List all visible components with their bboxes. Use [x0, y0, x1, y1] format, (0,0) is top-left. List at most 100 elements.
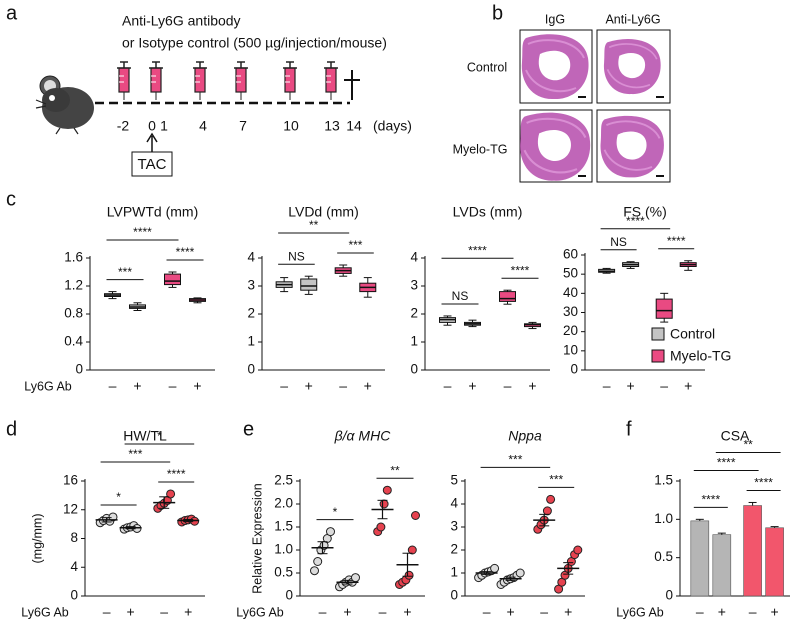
y-tick-label: 4	[70, 559, 78, 574]
data-point	[326, 527, 335, 537]
day-label: -2	[117, 118, 130, 134]
histology-images	[519, 29, 671, 183]
significance-label: ***	[508, 453, 522, 467]
x-tick-label: –	[160, 604, 168, 620]
box	[655, 298, 673, 319]
box	[300, 278, 318, 291]
significance-label: *	[157, 429, 162, 443]
x-tick-label: +	[133, 378, 141, 394]
column-label: Anti-Ly6G	[605, 12, 660, 26]
row-label: Control	[467, 60, 507, 74]
x-tick-label: –	[280, 378, 288, 394]
y-tick-label: 0	[410, 362, 418, 377]
box	[164, 273, 181, 286]
significance-label: ****	[626, 214, 645, 228]
bar	[690, 520, 710, 597]
y-tick-label: 1.0	[654, 511, 673, 526]
significance-label: *	[116, 490, 121, 504]
day-label: 10	[283, 118, 299, 134]
y-tick-label: 1.2	[64, 278, 83, 293]
significance-label: **	[390, 463, 400, 477]
chart-title: FS (%)	[623, 204, 667, 220]
row-label: Myelo-TG	[453, 142, 508, 156]
panel-label: a	[6, 2, 18, 24]
x-tick-label: –	[379, 604, 387, 620]
chart-title: HW/TL	[123, 428, 167, 444]
significance-label: ***	[348, 238, 362, 252]
legend-label: Control	[670, 326, 715, 342]
y-tick-label: 10	[563, 342, 578, 357]
tac-box	[131, 151, 173, 177]
x-tick-label: +	[684, 378, 692, 394]
panel-label: c	[6, 188, 16, 210]
y-tick-label: 3	[410, 278, 418, 293]
x-tick-label: +	[627, 378, 635, 394]
legend-swatch	[651, 327, 665, 341]
x-axis-label: Ly6G Ab	[236, 605, 284, 619]
y-tick-label: 0	[247, 362, 255, 377]
treatment: Anti-Ly6G antibody	[122, 13, 241, 29]
significance-label: ****	[667, 234, 686, 248]
significance-label: ****	[176, 245, 195, 259]
y-tick-label: 2.0	[274, 496, 293, 511]
y-tick-label: 50	[563, 266, 578, 281]
bar	[712, 534, 732, 597]
x-tick-label: +	[403, 604, 411, 620]
y-tick-label: 1	[247, 334, 255, 349]
x-tick-label: –	[444, 378, 452, 394]
mouse-icon	[35, 75, 94, 135]
y-tick-label: 1	[450, 565, 458, 580]
significance-label: ****	[754, 476, 773, 490]
data-point	[313, 557, 323, 566]
y-tick-label: 0	[70, 588, 78, 603]
bar	[765, 527, 784, 597]
y-tick-label: 0	[285, 588, 293, 603]
y-tick-label: 0	[665, 588, 673, 603]
data-point	[573, 545, 583, 555]
x-tick-label: –	[540, 604, 548, 620]
significance-label: NS	[288, 249, 305, 263]
treatment: or Isotype control (500 µg/injection/mou…	[122, 35, 387, 51]
x-tick-label: +	[528, 378, 536, 394]
y-tick-label: 2	[247, 306, 255, 321]
data-point	[108, 512, 118, 522]
legend-label: Myelo-TG	[670, 348, 731, 364]
y-tick-label: 4	[247, 250, 255, 265]
chart-title: β/α MHC	[334, 428, 392, 444]
significance-label: NS	[452, 289, 469, 303]
panel-label: f	[626, 418, 632, 440]
days-unit: (days)	[373, 118, 412, 134]
significance-label: ****	[468, 243, 487, 257]
day-label: 4	[199, 118, 207, 134]
significance-label: NS	[610, 235, 627, 249]
x-tick-label: +	[507, 604, 515, 620]
y-tick-label: 0	[570, 362, 578, 377]
y-tick-label: 0.8	[64, 306, 83, 321]
y-tick-label: 4	[450, 496, 458, 511]
x-tick-label: –	[749, 604, 757, 620]
y-tick-label: 1.5	[654, 473, 673, 488]
data-point	[542, 506, 552, 516]
y-tick-label: 0	[75, 362, 83, 377]
y-tick-label: 16	[63, 473, 78, 488]
x-tick-label: +	[305, 378, 313, 394]
data-point	[515, 568, 525, 578]
x-tick-label: +	[718, 604, 726, 620]
x-tick-label: –	[504, 378, 512, 394]
y-tick-label: 0.4	[64, 334, 83, 349]
bar	[743, 505, 762, 597]
x-tick-label: +	[193, 378, 201, 394]
significance-label: ****	[511, 263, 530, 277]
y-tick-label: 2	[450, 542, 458, 557]
data-point	[404, 570, 414, 580]
y-tick-label: 2.5	[274, 473, 293, 488]
panel-label: b	[492, 2, 503, 24]
y-tick-label: 1.5	[274, 519, 293, 534]
significance-label: ****	[133, 225, 152, 239]
x-tick-label: –	[169, 378, 177, 394]
x-tick-label: –	[660, 378, 668, 394]
day-label: 13	[324, 118, 340, 134]
y-tick-label: 3	[247, 278, 255, 293]
y-tick-label: 5	[450, 473, 458, 488]
